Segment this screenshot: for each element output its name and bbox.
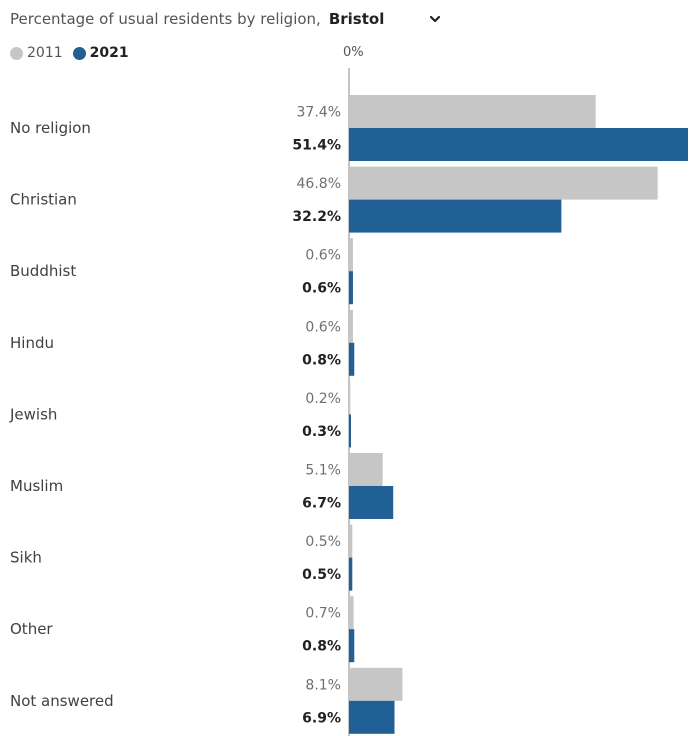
bar-2011-sikh: [349, 524, 353, 558]
category-label-hindu: Hindu: [10, 334, 54, 352]
value-label-2011-hindu: 0.6%: [305, 319, 341, 335]
value-label-2021-sikh: 0.5%: [302, 567, 341, 583]
chevron-down-icon[interactable]: [428, 12, 442, 26]
chart-title: Percentage of usual residents by religio…: [10, 10, 321, 28]
bar-2011-christian: [349, 166, 658, 200]
bar-2011-other: [349, 596, 354, 630]
bar-2021-buddhist: [349, 271, 353, 305]
axis-zero-label: 0%: [343, 45, 364, 60]
value-label-2011-not-answered: 8.1%: [305, 677, 341, 693]
value-label-2021-buddhist: 0.6%: [302, 281, 341, 297]
category-label-other: Other: [10, 620, 53, 638]
value-label-2021-other: 0.8%: [302, 639, 341, 655]
bar-2021-sikh: [349, 557, 353, 591]
category-label-muslim: Muslim: [10, 477, 63, 495]
bar-2011-muslim: [349, 453, 383, 486]
value-label-2011-sikh: 0.5%: [305, 534, 341, 550]
bar-2021-other: [349, 629, 355, 663]
value-label-2011-christian: 46.8%: [297, 176, 341, 192]
bar-2011-no-religion: [349, 95, 596, 128]
bar-2011-hindu: [349, 309, 353, 343]
legend-swatch-2021: [72, 46, 86, 60]
bar-2021-christian: [349, 199, 562, 233]
bar-2011-not-answered: [349, 667, 403, 701]
legend-item-2011: 2011: [10, 45, 63, 61]
location-select[interactable]: Bristol: [328, 10, 385, 28]
legend: 2011 2021: [10, 45, 139, 61]
bar-2021-hindu: [349, 342, 355, 376]
legend-swatch-2011: [10, 46, 23, 60]
bar-2021-not-answered: [349, 700, 395, 734]
legend-label-2011: 2011: [27, 45, 63, 61]
value-label-2011-muslim: 5.1%: [305, 463, 341, 479]
legend-label-2021: 2021: [89, 45, 129, 61]
bar-2021-no-religion: [349, 128, 688, 161]
category-label-not-answered: Not answered: [10, 692, 114, 710]
category-label-christian: Christian: [10, 191, 77, 209]
bar-2011-buddhist: [349, 238, 353, 272]
category-label-buddhist: Buddhist: [10, 262, 76, 280]
value-label-2011-no-religion: 37.4%: [297, 105, 341, 121]
bar-2021-muslim: [349, 486, 394, 519]
value-label-2021-no-religion: 51.4%: [292, 138, 341, 154]
value-label-2011-other: 0.7%: [305, 606, 341, 622]
value-label-2011-buddhist: 0.6%: [305, 248, 341, 264]
bar-2011-jewish: [349, 381, 351, 415]
value-label-2021-muslim: 6.7%: [302, 496, 341, 512]
value-label-2021-hindu: 0.8%: [302, 352, 341, 368]
value-label-2021-jewish: 0.3%: [302, 424, 341, 440]
value-label-2011-jewish: 0.2%: [305, 391, 341, 407]
bar-2021-jewish: [349, 414, 351, 448]
legend-item-2021: 2021: [72, 45, 129, 61]
chart-header: Percentage of usual residents by religio…: [10, 9, 442, 29]
value-label-2021-not-answered: 6.9%: [302, 710, 341, 726]
category-label-sikh: Sikh: [10, 549, 42, 567]
value-label-2021-christian: 32.2%: [292, 209, 341, 225]
category-label-jewish: Jewish: [9, 405, 57, 423]
category-label-no-religion: No religion: [10, 119, 91, 137]
